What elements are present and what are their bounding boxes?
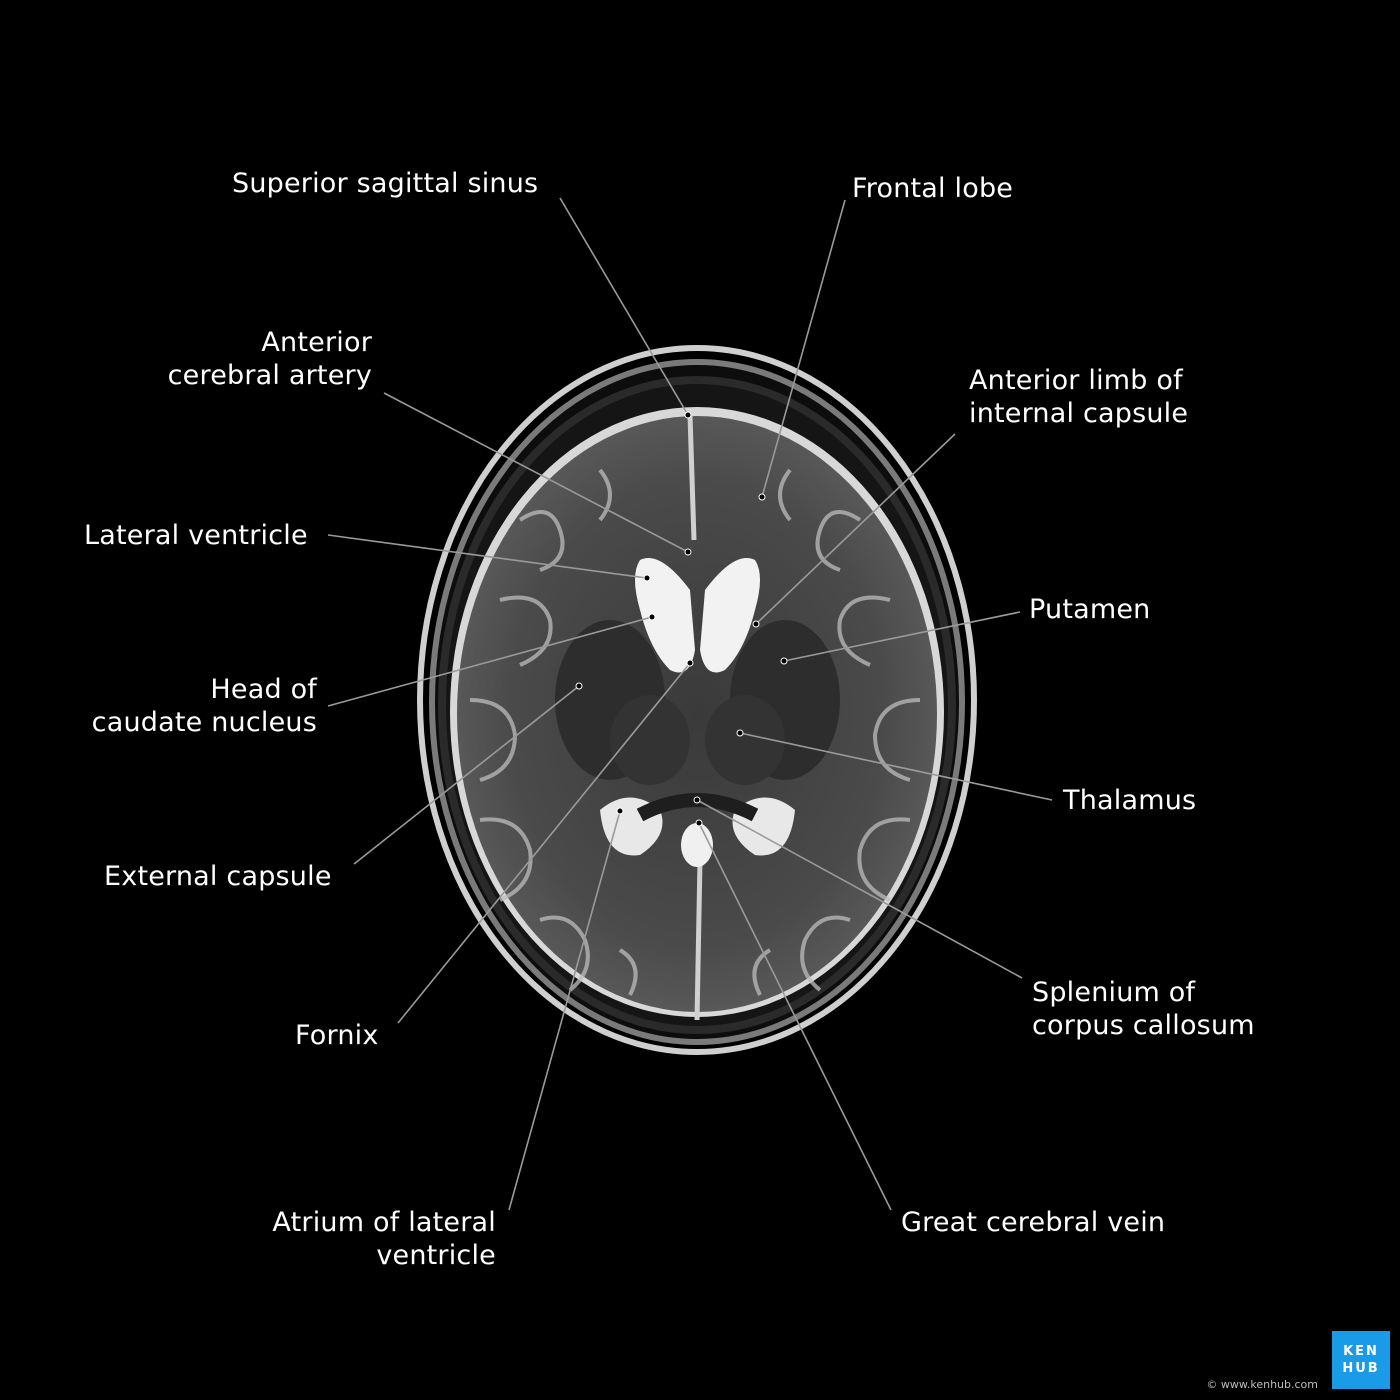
label-frontal-lobe: Frontal lobe bbox=[852, 173, 1014, 204]
label-thalamus: Thalamus bbox=[1063, 785, 1197, 816]
label-head-of-caudate-nucleus: Head of caudate nucleus bbox=[92, 673, 317, 739]
left-thalamus bbox=[610, 695, 690, 785]
kenhub-logo[interactable]: KEN HUB bbox=[1332, 1331, 1390, 1389]
label-putamen: Putamen bbox=[1029, 594, 1151, 625]
label-line: caudate nucleus bbox=[91, 707, 317, 738]
label-lateral-ventricle: Lateral ventricle bbox=[84, 520, 308, 551]
pointer-dots bbox=[575, 411, 788, 827]
logo-text: HUB bbox=[1342, 1361, 1380, 1376]
label-atrium-lateral-ventricle: Atrium of lateral ventricle bbox=[272, 1206, 496, 1272]
label-line: Anterior bbox=[261, 327, 372, 358]
right-thalamus bbox=[705, 695, 785, 785]
label-splenium-corpus-callosum: Splenium of corpus callosum bbox=[1032, 976, 1255, 1042]
label-line: cerebral artery bbox=[167, 360, 372, 391]
label-line: Head of bbox=[210, 674, 317, 705]
copyright-credit: © www.kenhub.com bbox=[1206, 1378, 1318, 1391]
lateral-ventricles bbox=[635, 558, 760, 673]
label-line: Atrium of lateral bbox=[272, 1207, 496, 1238]
label-fornix: Fornix bbox=[295, 1020, 379, 1051]
quadrigeminal-cistern bbox=[681, 823, 713, 867]
label-external-capsule: External capsule bbox=[104, 861, 332, 892]
cortical-sulci bbox=[469, 468, 921, 996]
label-superior-sagittal-sinus: Superior sagittal sinus bbox=[232, 168, 539, 199]
label-anterior-cerebral-artery: Anterior cerebral artery bbox=[168, 326, 372, 392]
leader-lines bbox=[327, 197, 1053, 1211]
label-line: Splenium of bbox=[1032, 977, 1196, 1008]
label-great-cerebral-vein: Great cerebral vein bbox=[901, 1207, 1166, 1238]
logo-text: KEN bbox=[1343, 1344, 1379, 1359]
label-anterior-limb-internal-capsule: Anterior limb of internal capsule bbox=[969, 364, 1188, 430]
interhemispheric-fissure bbox=[687, 414, 703, 1021]
label-line: ventricle bbox=[376, 1240, 496, 1271]
label-line: corpus callosum bbox=[1032, 1010, 1255, 1041]
label-line: internal capsule bbox=[969, 398, 1189, 429]
label-line: Anterior limb of bbox=[969, 365, 1183, 396]
scalp bbox=[417, 345, 977, 1055]
